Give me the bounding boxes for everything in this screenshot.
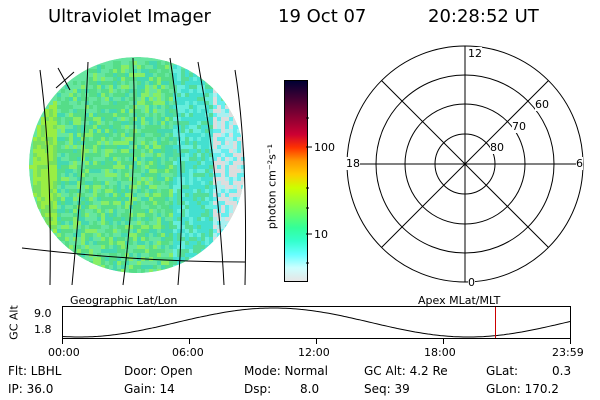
apex-projection-label: Apex MLat/MLT xyxy=(418,294,501,307)
mlt-label-18: 18 xyxy=(346,157,360,170)
colorbar-label: photon cm⁻²s⁻¹ xyxy=(265,143,279,230)
altitude-xtick-1200: 12:00 xyxy=(298,346,330,359)
altitude-xtick-1800: 18:00 xyxy=(424,346,456,359)
altitude-plot xyxy=(61,306,571,344)
instrument-title: Ultraviolet Imager xyxy=(48,6,211,27)
colorbar-tick-100: 100 xyxy=(314,141,335,154)
geographic-grid xyxy=(21,57,247,286)
mlat-label-60: 60 xyxy=(535,98,549,111)
status-glat-value: 0.3 xyxy=(552,364,572,378)
altitude-xtick-2359: 23:59 xyxy=(552,346,584,359)
altitude-xtick-0600: 06:00 xyxy=(172,346,204,359)
mlt-label-12: 12 xyxy=(468,47,482,60)
mlat-label-80: 80 xyxy=(490,141,504,154)
altitude-ytick-min: 1.8 xyxy=(34,323,52,336)
colorbar-ticks xyxy=(306,117,312,264)
observation-date: 19 Oct 07 xyxy=(278,6,367,27)
mlt-label-6: 6 xyxy=(576,157,583,170)
colorbar xyxy=(284,80,308,282)
altitude-ylabel: GC Alt xyxy=(7,305,21,340)
status-filter: Flt: LBHL xyxy=(8,364,62,378)
status-seq: Seq: 39 xyxy=(364,382,410,396)
status-gain: Gain: 14 xyxy=(124,382,175,396)
status-glat: GLat: xyxy=(486,364,519,378)
status-gc-alt: GC Alt: 4.2 Re xyxy=(364,364,448,378)
status-mode: Mode: Normal xyxy=(244,364,328,378)
altitude-ytick-max: 9.0 xyxy=(34,307,52,320)
mlat-label-70: 70 xyxy=(512,120,526,133)
status-dsp: Dsp: xyxy=(244,382,272,396)
altitude-xtick-0000: 00:00 xyxy=(48,346,80,359)
observation-time: 20:28:52 UT xyxy=(428,6,539,27)
mlt-label-0: 0 xyxy=(468,276,475,289)
geographic-projection-label: Geographic Lat/Lon xyxy=(70,294,178,307)
colorbar-tick-10: 10 xyxy=(314,228,328,241)
status-dsp-value: 8.0 xyxy=(300,382,320,396)
status-ip: IP: 36.0 xyxy=(8,382,54,396)
status-glon: GLon: 170.2 xyxy=(486,382,559,396)
polar-plot xyxy=(346,45,584,283)
status-door: Door: Open xyxy=(124,364,193,378)
